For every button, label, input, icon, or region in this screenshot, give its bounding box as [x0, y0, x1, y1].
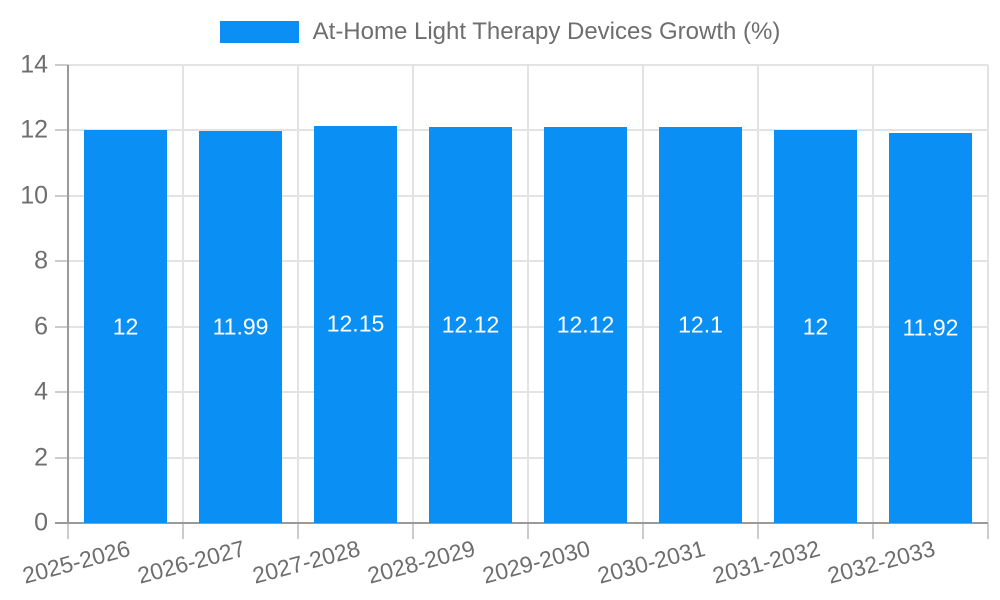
gridline-v [872, 65, 874, 523]
gridline-v [182, 65, 184, 523]
x-tick [872, 523, 874, 539]
x-axis-line [55, 522, 988, 524]
y-tick-label: 12 [20, 115, 48, 144]
y-tick [55, 260, 68, 263]
bar[interactable] [659, 127, 742, 523]
bar[interactable] [429, 126, 512, 523]
x-tick [412, 523, 414, 539]
y-tick-label: 2 [34, 443, 48, 472]
bar[interactable] [84, 130, 167, 523]
x-tick [297, 523, 299, 539]
bar-value-label: 11.99 [212, 313, 269, 340]
y-tick [55, 456, 68, 459]
gridline-v [987, 65, 989, 523]
bar-value-label: 12.1 [678, 311, 723, 338]
gridline-v [642, 65, 644, 523]
bar[interactable] [314, 125, 397, 523]
bar-value-label: 11.92 [902, 314, 959, 341]
bar[interactable] [774, 130, 857, 523]
y-tick [55, 391, 68, 394]
y-tick [55, 194, 68, 197]
y-tick-label: 6 [34, 312, 48, 341]
bar-value-label: 12.15 [326, 310, 385, 337]
bar[interactable] [544, 126, 627, 523]
gridline-v [297, 65, 299, 523]
bar[interactable] [199, 130, 282, 523]
x-tick [67, 523, 69, 539]
y-tick-label: 4 [34, 377, 48, 406]
x-tick [757, 523, 759, 539]
gridline-v [527, 65, 529, 523]
y-tick [55, 129, 68, 132]
gridline-v [757, 65, 759, 523]
y-tick-label: 0 [34, 508, 48, 537]
x-tick [987, 523, 989, 539]
bar-value-label: 12.12 [441, 311, 500, 338]
x-tick [642, 523, 644, 539]
bar-value-label: 12 [802, 313, 829, 340]
y-tick-label: 14 [20, 50, 48, 79]
legend[interactable]: At-Home Light Therapy Devices Growth (%) [0, 16, 1000, 48]
x-tick [182, 523, 184, 539]
y-axis-line [67, 65, 69, 524]
y-tick-label: 10 [20, 181, 48, 210]
x-tick [527, 523, 529, 539]
bar-value-label: 12.12 [556, 311, 615, 338]
y-tick [55, 64, 68, 66]
bar[interactable] [889, 133, 972, 523]
y-tick-label: 8 [34, 246, 48, 275]
legend-label: At-Home Light Therapy Devices Growth (%) [312, 18, 781, 45]
gridline-v [412, 65, 414, 523]
y-tick [55, 325, 68, 328]
bar-value-label: 12 [112, 313, 139, 340]
legend-swatch[interactable] [219, 21, 299, 43]
